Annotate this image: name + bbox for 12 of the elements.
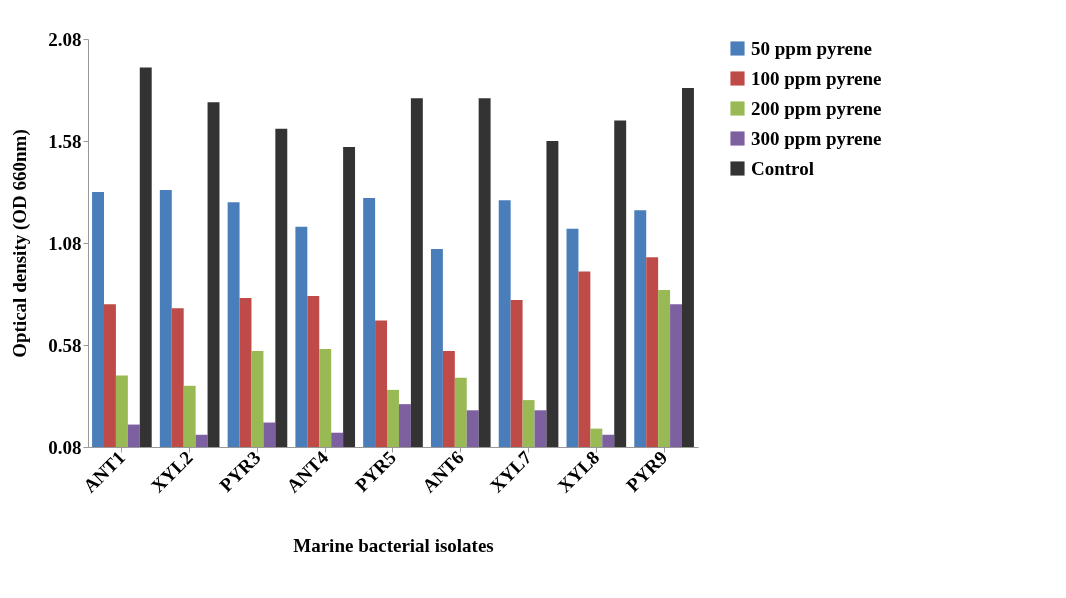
y-tick-label: 1.08 — [48, 232, 82, 254]
y-tick-label: 2.08 — [48, 28, 82, 50]
y-tick-label: 0.58 — [48, 334, 82, 356]
legend-label: 300 ppm pyrene — [751, 127, 882, 149]
x-axis-title: Marine bacterial isolates — [293, 534, 494, 556]
legend-label: 200 ppm pyrene — [751, 97, 882, 119]
y-tick-label: 0.08 — [48, 436, 82, 458]
y-tick-label: 1.58 — [48, 130, 82, 152]
legend-label: 50 ppm pyrene — [751, 37, 873, 59]
y-axis-title: Optical density (OD 660nm) — [9, 129, 32, 358]
legend-label: 100 ppm pyrene — [751, 67, 882, 89]
legend-label: Control — [751, 157, 814, 179]
